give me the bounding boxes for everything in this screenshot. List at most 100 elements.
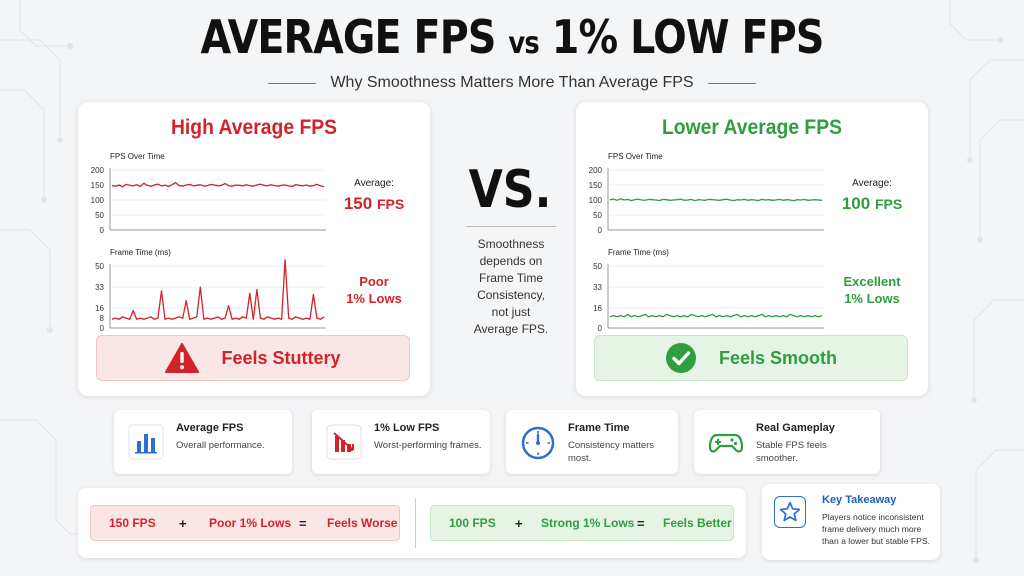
right-frametime-chart: Frame Time (ms) 0 16 33 50 bbox=[593, 248, 824, 333]
eq-result: Feels Better bbox=[663, 516, 732, 530]
average-unit: FPS bbox=[874, 196, 903, 212]
eq-term: 100 FPS bbox=[449, 516, 496, 530]
lows-note-line2: 1% Lows bbox=[346, 291, 402, 306]
series-line bbox=[609, 313, 823, 318]
card-desc: Consistency matters most. bbox=[568, 440, 655, 464]
takeaway-desc: Players notice inconsistent frame delive… bbox=[822, 512, 930, 546]
lower-average-panel: Lower Average FPS FPS Over Time 0 50 100 150… bbox=[576, 102, 928, 396]
card-1-low-fps: 1% Low FPS Worst-performing frames. bbox=[312, 410, 490, 474]
verdict-banner: Feels Smooth bbox=[594, 335, 908, 381]
panel-title: High Average FPS bbox=[170, 116, 338, 139]
average-value: 100 FPS bbox=[824, 194, 920, 214]
vs-label: VS. bbox=[468, 160, 552, 220]
vs-desc-line: Smoothness bbox=[477, 237, 545, 251]
eq-term: 150 FPS bbox=[109, 516, 156, 530]
average-unit: FPS bbox=[376, 196, 405, 212]
checkmark-icon bbox=[665, 343, 696, 373]
star-icon bbox=[774, 496, 806, 528]
card-frame-time: Frame Time Consistency matters most. bbox=[506, 410, 678, 474]
average-number: 100 bbox=[841, 194, 871, 213]
card-title: Average FPS bbox=[176, 422, 244, 434]
panel-title: Lower Average FPS bbox=[661, 116, 843, 139]
title-part-vs: vs bbox=[508, 26, 539, 61]
y-tick-label: 100 bbox=[91, 196, 105, 205]
y-tick-label: 33 bbox=[95, 283, 104, 292]
series-line bbox=[111, 181, 325, 188]
y-tick-label: 16 bbox=[593, 304, 602, 313]
vs-desc-line: Average FPS. bbox=[473, 322, 549, 336]
series-line bbox=[111, 259, 325, 320]
y-tick-label: 50 bbox=[95, 262, 104, 271]
card-average-fps: Average FPS Overall performance. bbox=[114, 410, 292, 474]
y-tick-label: 0 bbox=[100, 324, 105, 333]
eq-term: Poor 1% Lows bbox=[209, 516, 292, 530]
title-part-average: AVERAGE FPS bbox=[200, 10, 497, 64]
page-title: AVERAGE FPS vs 1% LOW FPS bbox=[72, 10, 953, 64]
lows-note-line1: Poor bbox=[359, 274, 389, 289]
gamepad-icon bbox=[708, 433, 744, 453]
y-tick-label: 0 bbox=[598, 226, 603, 235]
y-tick-label: 50 bbox=[593, 211, 602, 220]
takeaway-title: Key Takeaway bbox=[822, 494, 897, 506]
y-tick-label: 150 bbox=[91, 181, 105, 190]
equation-bad: 150 FPS + Poor 1% Lows = Feels Worse bbox=[90, 505, 400, 541]
page-subtitle: Why Smoothness Matters More Than Average… bbox=[330, 74, 694, 91]
subtitle-rule-left bbox=[268, 82, 317, 84]
lows-note: Poor 1% Lows bbox=[326, 273, 422, 307]
vs-desc-line: depends on bbox=[479, 254, 543, 268]
y-tick-label: 150 bbox=[589, 181, 603, 190]
y-tick-label: 50 bbox=[593, 262, 602, 271]
bar-chart-icon bbox=[128, 424, 164, 460]
average-value: 150 FPS bbox=[326, 194, 422, 214]
verdict-banner: Feels Stuttery bbox=[96, 335, 410, 381]
left-fps-chart: FPS Over Time 0 50 100 150 200 bbox=[91, 152, 326, 235]
verdict-text: Feels Smooth bbox=[718, 347, 838, 368]
y-tick-label: 200 bbox=[589, 166, 603, 175]
y-tick-label: 33 bbox=[593, 283, 602, 292]
lows-note-line2: 1% Lows bbox=[844, 291, 900, 306]
verdict-text: Feels Stuttery bbox=[221, 347, 341, 368]
average-number: 150 bbox=[343, 194, 373, 213]
key-takeaway: Key Takeaway Players notice inconsistent… bbox=[762, 484, 940, 560]
chart-title: Frame Time (ms) bbox=[110, 248, 171, 257]
y-tick-label: 100 bbox=[589, 196, 603, 205]
vs-divider bbox=[466, 226, 556, 227]
y-tick-label: 8 bbox=[100, 314, 105, 323]
vs-desc-line: Consistency, bbox=[477, 288, 545, 302]
y-tick-label: 50 bbox=[95, 211, 104, 220]
eq-plus: + bbox=[179, 515, 187, 531]
stopwatch-icon bbox=[521, 426, 555, 460]
card-title: Frame Time bbox=[568, 422, 630, 434]
equation-divider bbox=[415, 498, 416, 548]
lows-note-line1: Excellent bbox=[843, 274, 901, 289]
y-tick-label: 16 bbox=[95, 304, 104, 313]
card-desc: Overall performance. bbox=[176, 440, 265, 451]
chart-title: FPS Over Time bbox=[608, 152, 663, 161]
chart-title: Frame Time (ms) bbox=[608, 248, 669, 257]
eq-term: Strong 1% Lows bbox=[541, 516, 635, 530]
title-part-low: 1% LOW FPS bbox=[551, 10, 825, 64]
card-title: 1% Low FPS bbox=[374, 422, 440, 434]
warning-icon bbox=[165, 343, 200, 373]
equation-good: 100 FPS + Strong 1% Lows = Feels Better bbox=[430, 505, 734, 541]
y-tick-label: 200 bbox=[91, 166, 105, 175]
vs-desc-line: Frame Time bbox=[478, 271, 543, 285]
card-real-gameplay: Real Gameplay Stable FPS feels smoother. bbox=[694, 410, 880, 474]
card-title: Real Gameplay bbox=[756, 422, 835, 434]
vs-desc-line: not just bbox=[491, 305, 531, 319]
y-tick-label: 0 bbox=[100, 226, 105, 235]
card-desc: Worst-performing frames. bbox=[374, 440, 482, 451]
eq-equals: = bbox=[637, 515, 645, 531]
high-average-panel: High Average FPS FPS Over Time 0 50 100 150 2… bbox=[78, 102, 430, 396]
equation-box: 150 FPS + Poor 1% Lows = Feels Worse 100… bbox=[78, 488, 746, 558]
average-label: Average: bbox=[354, 178, 394, 189]
subtitle-rule-right bbox=[707, 82, 756, 84]
series-line bbox=[609, 198, 823, 202]
right-fps-chart: FPS Over Time 0 50 100 150 200 bbox=[589, 152, 824, 235]
lows-note: Excellent 1% Lows bbox=[824, 273, 920, 307]
y-tick-label: 0 bbox=[598, 324, 603, 333]
eq-result: Feels Worse bbox=[327, 516, 398, 530]
card-desc: Stable FPS feels smoother. bbox=[756, 440, 827, 464]
eq-equals: = bbox=[299, 515, 307, 531]
